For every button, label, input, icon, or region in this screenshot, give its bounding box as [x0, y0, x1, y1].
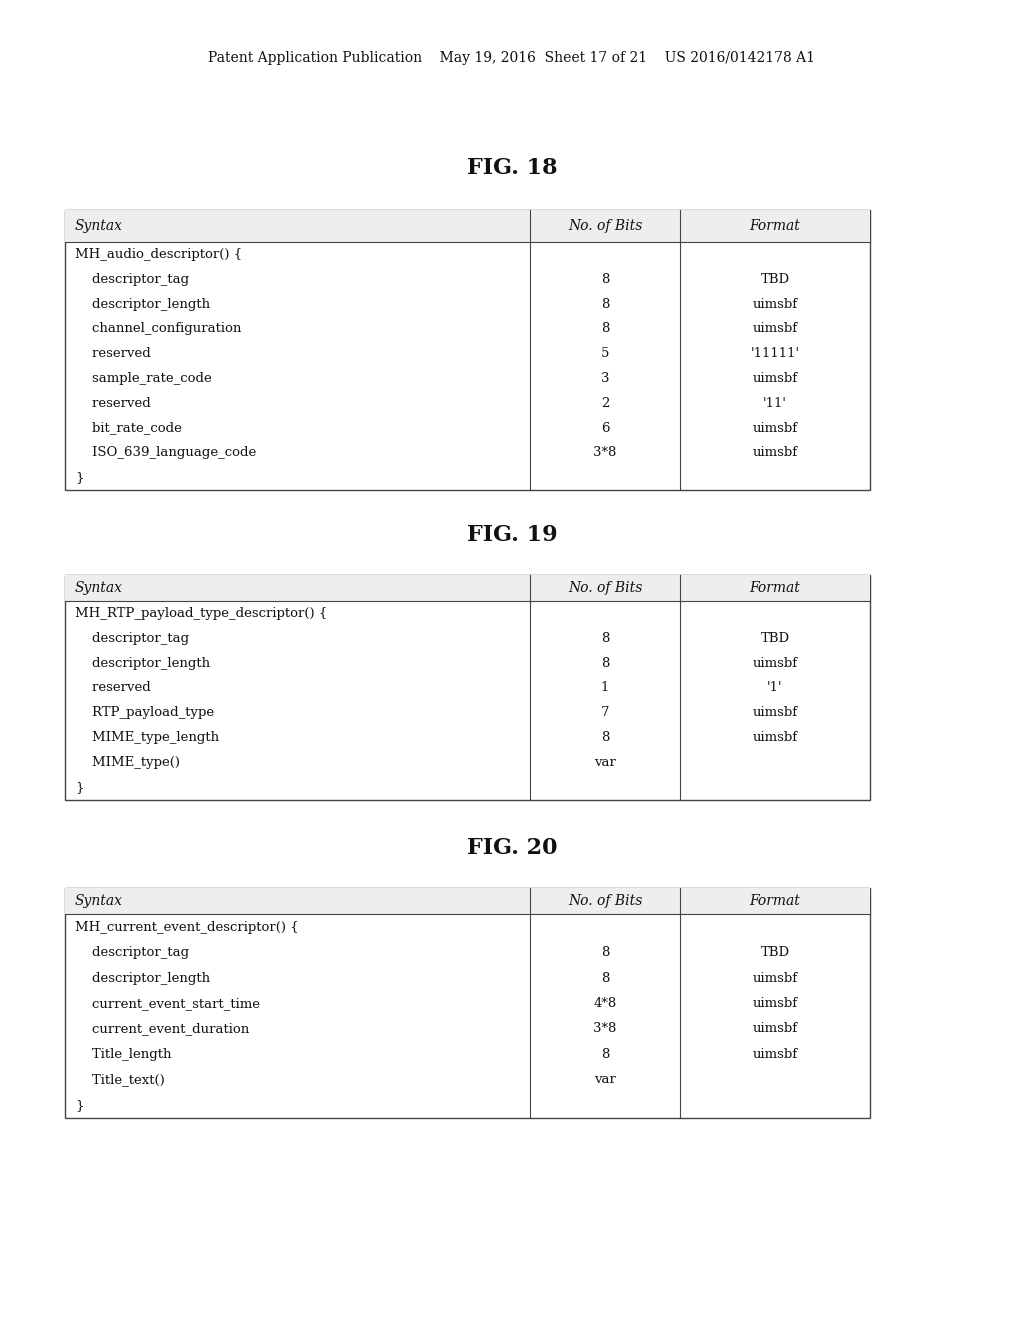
Text: FIG. 19: FIG. 19	[467, 524, 557, 546]
Text: FIG. 20: FIG. 20	[467, 837, 557, 859]
Text: uimsbf: uimsbf	[753, 1023, 798, 1035]
Text: Syntax: Syntax	[75, 219, 123, 234]
Text: No. of Bits: No. of Bits	[568, 219, 642, 234]
Text: No. of Bits: No. of Bits	[568, 581, 642, 595]
Text: 3*8: 3*8	[593, 1023, 616, 1035]
Bar	[65, 888, 870, 1118]
Text: '1': '1'	[767, 681, 782, 694]
Text: 8: 8	[601, 656, 609, 669]
Text: Format: Format	[750, 894, 801, 908]
Bar	[65, 576, 870, 601]
Text: reserved: reserved	[75, 397, 151, 409]
Text: descriptor_tag: descriptor_tag	[75, 946, 189, 960]
Text: 8: 8	[601, 1048, 609, 1061]
Text: reserved: reserved	[75, 347, 151, 360]
Text: descriptor_length: descriptor_length	[75, 656, 210, 669]
Text: FIG. 18: FIG. 18	[467, 157, 557, 180]
Text: MH_current_event_descriptor() {: MH_current_event_descriptor() {	[75, 920, 299, 933]
Text: var: var	[594, 756, 616, 770]
Text: 2: 2	[601, 397, 609, 409]
Text: uimsbf: uimsbf	[753, 972, 798, 985]
Text: Format: Format	[750, 219, 801, 234]
Text: uimsbf: uimsbf	[753, 997, 798, 1010]
Text: 8: 8	[601, 731, 609, 744]
Bar	[65, 888, 870, 915]
Text: bit_rate_code: bit_rate_code	[75, 421, 182, 434]
Bar	[65, 210, 870, 242]
Text: TBD: TBD	[761, 273, 790, 286]
Text: '11111': '11111'	[751, 347, 800, 360]
Text: uimsbf: uimsbf	[753, 1048, 798, 1061]
Text: 6: 6	[601, 421, 609, 434]
Text: uimsbf: uimsbf	[753, 322, 798, 335]
Text: uimsbf: uimsbf	[753, 706, 798, 719]
Text: }: }	[75, 781, 84, 795]
Text: MH_RTP_payload_type_descriptor() {: MH_RTP_payload_type_descriptor() {	[75, 607, 328, 620]
Text: sample_rate_code: sample_rate_code	[75, 372, 212, 385]
Text: Patent Application Publication    May 19, 2016  Sheet 17 of 21    US 2016/014217: Patent Application Publication May 19, 2…	[209, 51, 815, 65]
Text: uimsbf: uimsbf	[753, 446, 798, 459]
Bar	[65, 210, 870, 490]
Text: 8: 8	[601, 632, 609, 644]
Text: Format: Format	[750, 581, 801, 595]
Text: 8: 8	[601, 273, 609, 286]
Text: 8: 8	[601, 946, 609, 960]
Text: Title_length: Title_length	[75, 1048, 171, 1061]
Text: 8: 8	[601, 972, 609, 985]
Text: TBD: TBD	[761, 632, 790, 644]
Text: descriptor_length: descriptor_length	[75, 297, 210, 310]
Text: uimsbf: uimsbf	[753, 372, 798, 385]
Text: uimsbf: uimsbf	[753, 421, 798, 434]
Text: }: }	[75, 471, 84, 484]
Text: No. of Bits: No. of Bits	[568, 894, 642, 908]
Text: 4*8: 4*8	[593, 997, 616, 1010]
Text: uimsbf: uimsbf	[753, 656, 798, 669]
Text: Syntax: Syntax	[75, 581, 123, 595]
Text: 8: 8	[601, 297, 609, 310]
Text: TBD: TBD	[761, 946, 790, 960]
Text: ISO_639_language_code: ISO_639_language_code	[75, 446, 256, 459]
Text: current_event_duration: current_event_duration	[75, 1023, 249, 1035]
Text: current_event_start_time: current_event_start_time	[75, 997, 260, 1010]
Text: reserved: reserved	[75, 681, 151, 694]
Text: 1: 1	[601, 681, 609, 694]
Text: RTP_payload_type: RTP_payload_type	[75, 706, 214, 719]
Text: }: }	[75, 1098, 84, 1111]
Text: descriptor_tag: descriptor_tag	[75, 632, 189, 644]
Text: var: var	[594, 1073, 616, 1086]
Text: uimsbf: uimsbf	[753, 297, 798, 310]
Text: descriptor_length: descriptor_length	[75, 972, 210, 985]
Text: Title_text(): Title_text()	[75, 1073, 165, 1086]
Text: 5: 5	[601, 347, 609, 360]
Text: 7: 7	[601, 706, 609, 719]
Text: MIME_type_length: MIME_type_length	[75, 731, 219, 744]
Text: MH_audio_descriptor() {: MH_audio_descriptor() {	[75, 248, 243, 261]
Text: descriptor_tag: descriptor_tag	[75, 273, 189, 286]
Text: 3*8: 3*8	[593, 446, 616, 459]
Text: uimsbf: uimsbf	[753, 731, 798, 744]
Text: Syntax: Syntax	[75, 894, 123, 908]
Text: '11': '11'	[763, 397, 787, 409]
Text: 3: 3	[601, 372, 609, 385]
Text: channel_configuration: channel_configuration	[75, 322, 242, 335]
Bar	[65, 576, 870, 800]
Text: MIME_type(): MIME_type()	[75, 756, 180, 770]
Text: 8: 8	[601, 322, 609, 335]
